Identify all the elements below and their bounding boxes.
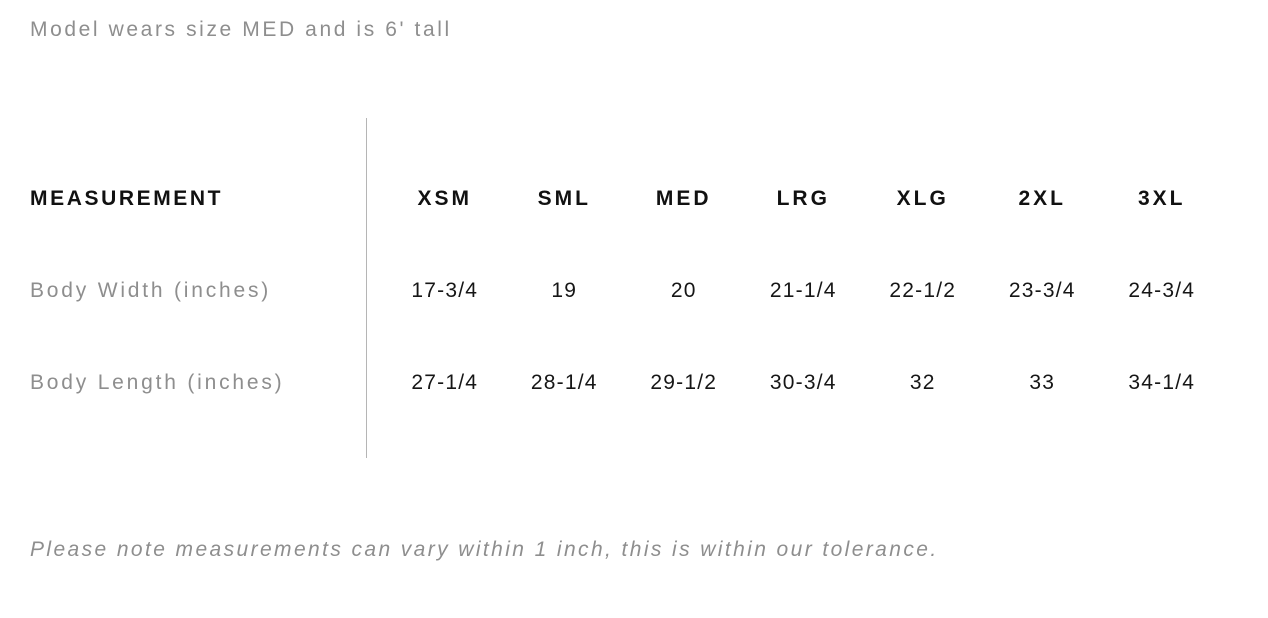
body-width-2xl: 23-3/4	[1008, 279, 1076, 302]
column-header-lrg: LRG	[776, 187, 830, 210]
table-header-row: MEASUREMENT XSM SML MED LRG XLG 2XL 3XL	[0, 153, 1268, 245]
table-row-body-width: Body Width (inches) 17-3/4 19 20 21-1/4 …	[0, 245, 1268, 337]
column-header-xlg: XLG	[896, 187, 949, 210]
body-width-sml: 19	[551, 279, 578, 302]
body-width-lrg: 21-1/4	[769, 279, 837, 302]
column-header-3xl: 3XL	[1137, 187, 1186, 210]
column-header-xsm: XSM	[417, 187, 472, 210]
body-width-xsm: 17-3/4	[411, 279, 479, 302]
row-label-body-length: Body Length (inches)	[30, 371, 285, 394]
tolerance-note: Please note measurements can vary within…	[30, 538, 939, 561]
size-chart-table: MEASUREMENT XSM SML MED LRG XLG 2XL 3XL …	[0, 153, 1268, 429]
body-length-3xl: 34-1/4	[1128, 371, 1196, 394]
body-length-2xl: 33	[1029, 371, 1056, 394]
model-size-note: Model wears size MED and is 6' tall	[30, 18, 452, 41]
table-row-body-length: Body Length (inches) 27-1/4 28-1/4 29-1/…	[0, 337, 1268, 429]
body-width-3xl: 24-3/4	[1128, 279, 1196, 302]
body-width-med: 20	[670, 279, 697, 302]
body-width-xlg: 22-1/2	[889, 279, 957, 302]
body-length-sml: 28-1/4	[530, 371, 598, 394]
column-header-sml: SML	[537, 187, 591, 210]
body-length-xlg: 32	[909, 371, 936, 394]
column-header-2xl: 2XL	[1018, 187, 1066, 210]
table-vertical-divider	[366, 118, 367, 458]
column-header-med: MED	[655, 187, 712, 210]
body-length-lrg: 30-3/4	[769, 371, 837, 394]
column-header-measurement: MEASUREMENT	[30, 187, 224, 210]
body-length-xsm: 27-1/4	[411, 371, 479, 394]
body-length-med: 29-1/2	[650, 371, 718, 394]
row-label-body-width: Body Width (inches)	[30, 279, 272, 302]
